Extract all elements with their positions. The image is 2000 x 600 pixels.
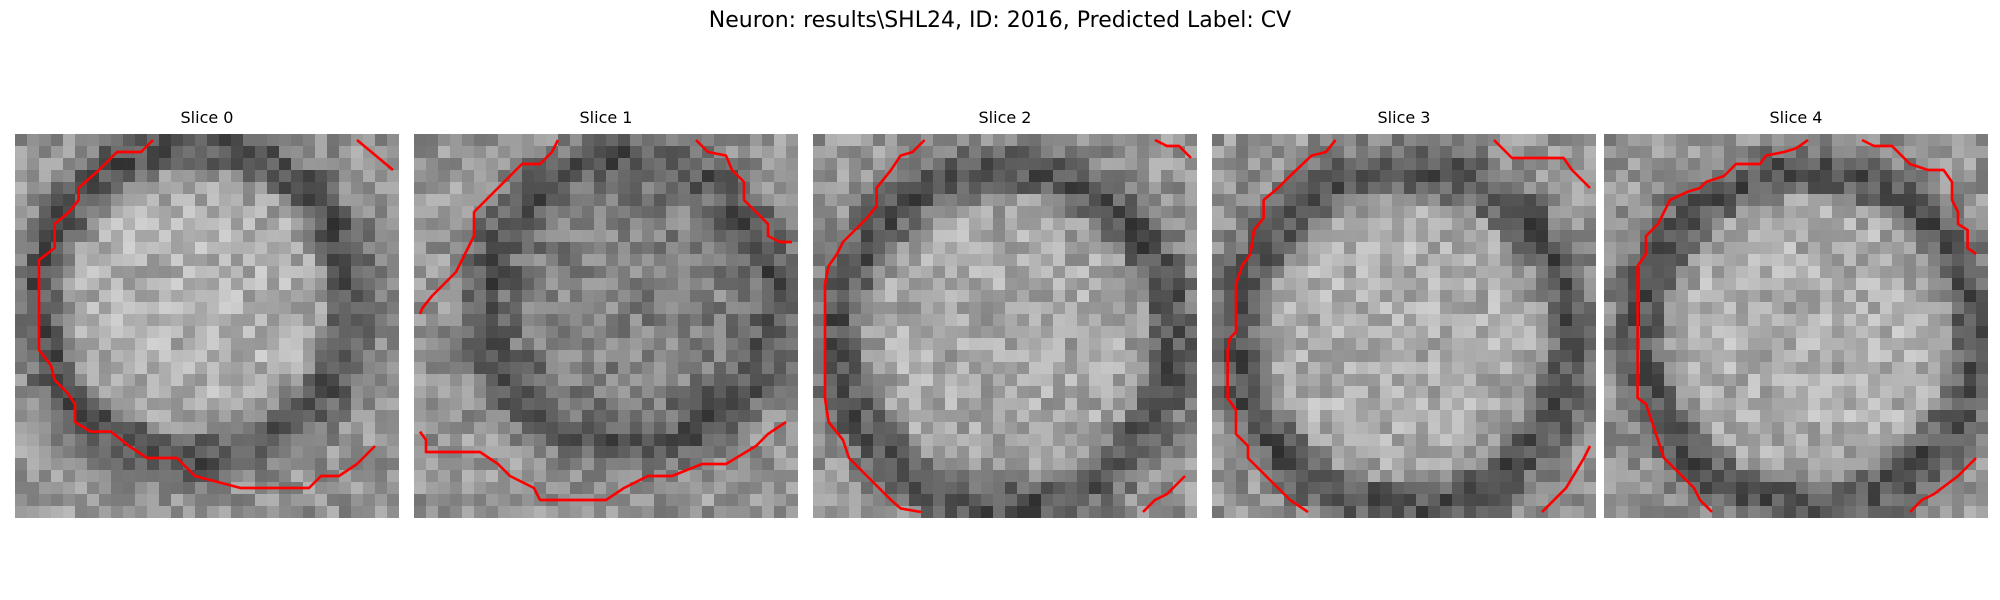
slice-panel-2: Slice 2 (813, 108, 1197, 520)
slice-title: Slice 3 (1377, 108, 1431, 127)
slice-title: Slice 0 (180, 108, 234, 127)
slice-image (15, 134, 399, 518)
slice-title: Slice 1 (579, 108, 633, 127)
contour-line-corner (1493, 139, 1591, 189)
slice-image (1604, 134, 1988, 518)
contour-line (823, 139, 926, 514)
contour-line (418, 139, 560, 315)
slice-title: Slice 4 (1769, 108, 1823, 127)
contour-line-right (1861, 138, 1977, 256)
slice-panel-4: Slice 4 (1604, 108, 1988, 520)
contour-line-corner-bottom (1142, 475, 1186, 513)
contour-line (1226, 139, 1337, 514)
figure-title: Neuron: results\SHL24, ID: 2016, Predict… (708, 8, 1292, 33)
contour-line-corner-bottom (1909, 457, 1977, 513)
contour-line (37, 139, 376, 490)
contour-line (1636, 138, 1809, 513)
contour-line-corner-bottom (1541, 445, 1592, 513)
slice-image (414, 134, 798, 518)
contour-line-corner (1154, 138, 1192, 159)
contour-line-bottom (418, 420, 787, 502)
slice-panel-0: Slice 0 (15, 108, 399, 520)
slice-panel-3: Slice 3 (1212, 108, 1596, 520)
contour-line-right (695, 139, 792, 244)
slice-image (813, 134, 1197, 518)
slice-title: Slice 2 (978, 108, 1032, 127)
contour-line-corner (356, 138, 394, 172)
slice-image (1212, 134, 1596, 518)
slice-panel-1: Slice 1 (414, 108, 798, 520)
